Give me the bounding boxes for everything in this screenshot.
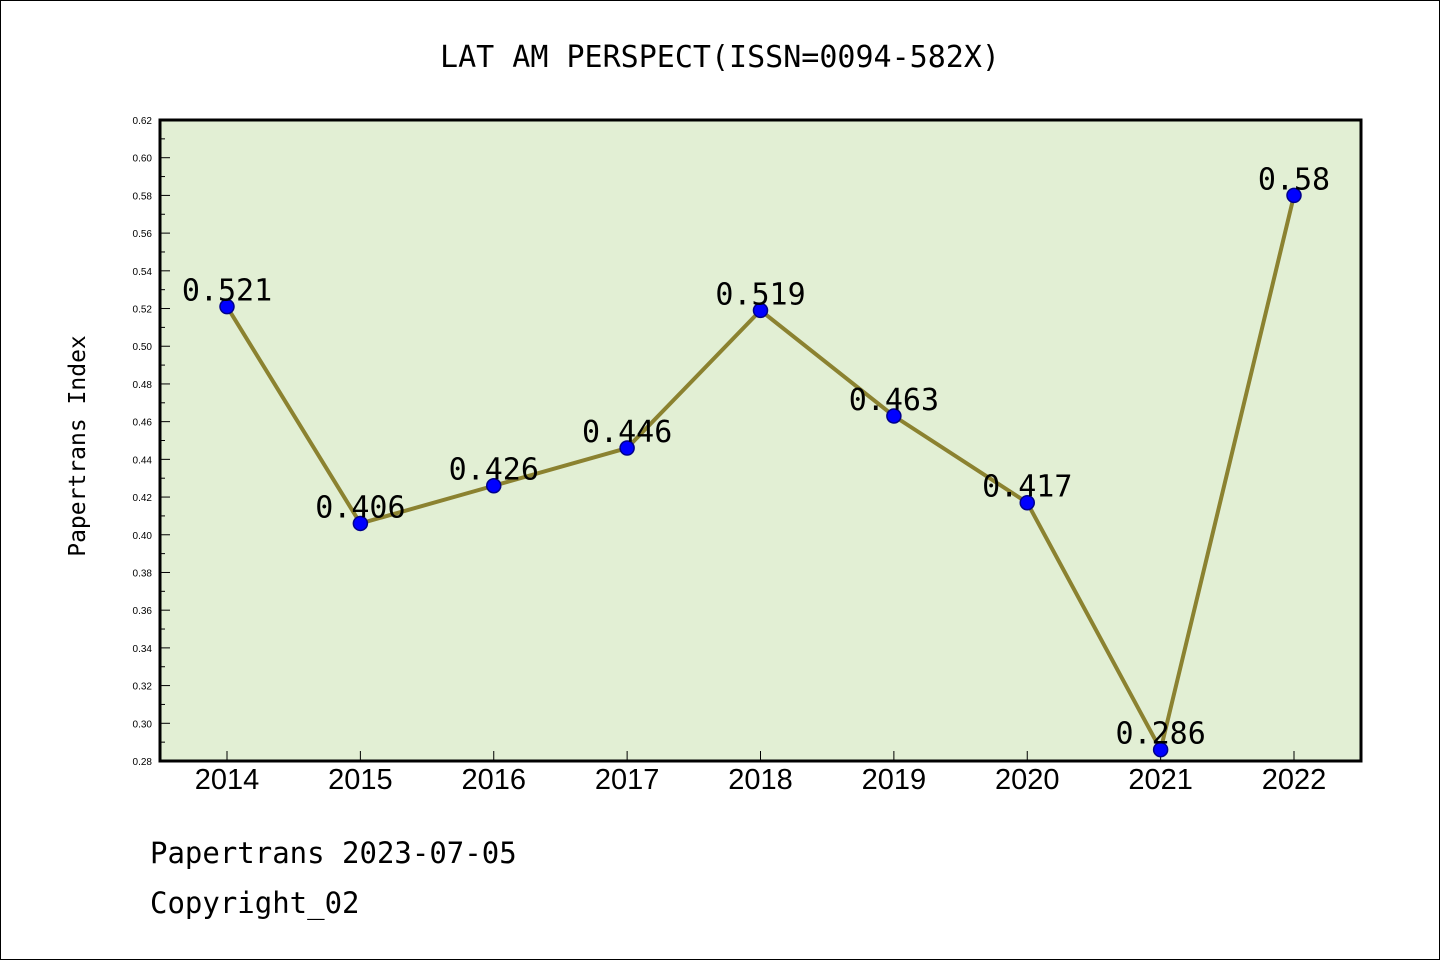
- y-tick-label: 0.28: [133, 757, 153, 768]
- y-tick-label: 0.34: [133, 644, 153, 655]
- x-tick-label: 2019: [862, 764, 927, 796]
- data-point: [486, 477, 502, 494]
- data-label: 0.521: [182, 274, 272, 309]
- data-point: [352, 515, 369, 532]
- plot-area: [158, 118, 1363, 763]
- y-tick-label: 0.56: [133, 229, 153, 240]
- y-tick-label: 0.44: [133, 455, 153, 466]
- y-tick-label: 0.42: [133, 493, 153, 504]
- y-tick-label: 0.36: [133, 606, 153, 617]
- data-point: [1286, 187, 1302, 204]
- x-tick-label: 2014: [195, 764, 260, 796]
- y-tick-label: 0.52: [133, 305, 153, 316]
- x-tick-label: 2021: [1128, 764, 1193, 796]
- data-label: 0.286: [1115, 717, 1205, 752]
- y-tick-label: 0.38: [133, 568, 153, 579]
- y-tick-label: 0.40: [133, 531, 153, 542]
- y-tick-label: 0.62: [133, 116, 153, 127]
- y-axis: 0.28 0.30 0.32 0.34 0.36 0.38 0.40 0.42 0.44 0.46…: [133, 116, 170, 768]
- data-label: 0.58: [1258, 162, 1330, 197]
- y-tick-label: 0.58: [133, 191, 153, 202]
- data-label: 0.463: [849, 383, 939, 418]
- data-label: 0.406: [315, 490, 405, 525]
- data-label: 0.446: [582, 415, 672, 450]
- data-point: [1019, 494, 1035, 511]
- data-label: 0.417: [982, 470, 1072, 505]
- y-tick-label: 0.54: [133, 267, 153, 278]
- data-point: [619, 440, 635, 456]
- data-label: 0.426: [449, 453, 539, 488]
- x-tick-label: 2017: [595, 764, 660, 796]
- y-tick-label: 0.30: [133, 719, 153, 730]
- y-tick-label: 0.50: [133, 342, 153, 353]
- x-tick-label: 2016: [461, 764, 526, 796]
- x-tick-label: 2015: [328, 764, 393, 796]
- chart-title: LAT AM PERSPECT(ISSN=0094-582X): [440, 40, 1000, 75]
- data-point: [752, 302, 769, 319]
- x-tick-label: 2018: [728, 764, 793, 796]
- y-tick-label: 0.48: [133, 380, 153, 391]
- x-tick-label: 2020: [995, 764, 1060, 796]
- y-axis-label: Papertrans Index: [65, 335, 91, 557]
- data-label: 0.519: [715, 277, 805, 312]
- y-tick-label: 0.46: [133, 418, 153, 429]
- x-axis: 2014 2015 2016 2017 2018 2019 2020 2021 2022: [195, 751, 1327, 796]
- footer-date: Papertrans 2023-07-05: [150, 836, 517, 870]
- data-point: [886, 408, 902, 424]
- data-point: [219, 298, 235, 315]
- y-tick-label: 0.32: [133, 682, 153, 693]
- footer-copyright: Copyright_02: [150, 886, 360, 920]
- y-tick-label: 0.60: [133, 154, 153, 165]
- series-group: 0.521 0.406 0.426 0.446 0.519 0.463 0.417 0.286…: [182, 162, 1330, 758]
- x-tick-label: 2022: [1262, 764, 1327, 796]
- data-point: [1152, 741, 1169, 758]
